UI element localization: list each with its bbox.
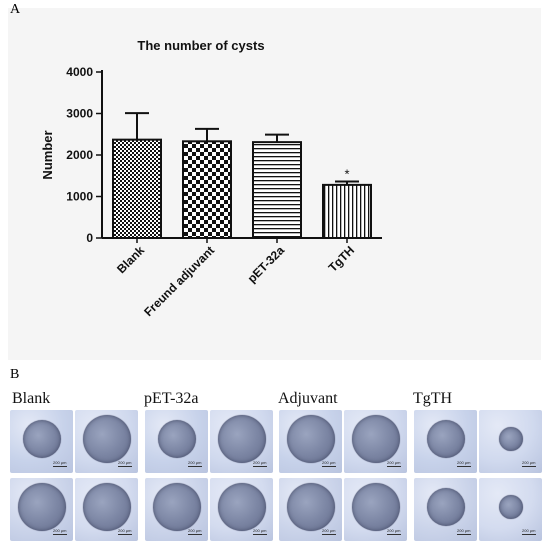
chart-title: The number of cysts <box>137 38 264 53</box>
micrograph-image: 200 μm <box>75 478 138 541</box>
scale-bar-label: 200 μm <box>118 528 132 533</box>
bar <box>112 138 162 240</box>
scale-bar-label: 200 μm <box>457 528 471 533</box>
scale-bar-label: 200 μm <box>322 460 336 465</box>
x-category-label: pET-32a <box>245 243 288 286</box>
cyst-sphere <box>351 414 400 463</box>
micrograph-image: 200 μm <box>344 478 407 541</box>
cyst-count-bar-chart: The number of cysts Number 0 1000 2000 3000… <box>40 38 382 319</box>
scale-bar <box>457 534 471 535</box>
scale-bar-label: 200 μm <box>522 528 536 533</box>
scale-bar <box>387 466 401 467</box>
micrograph-image: 200 μm <box>279 410 342 473</box>
cyst-sphere <box>498 494 523 519</box>
micrograph-image: 200 μm <box>279 478 342 541</box>
scale-bar-label: 200 μm <box>118 460 132 465</box>
scale-bar <box>322 534 336 535</box>
micrograph-image: 200 μm <box>210 410 273 473</box>
y-tick-label: 2000 <box>66 148 93 162</box>
y-tick-label: 0 <box>86 231 93 245</box>
y-axis-title: Number <box>40 130 55 179</box>
scale-bar <box>188 466 202 467</box>
cyst-sphere <box>426 487 465 526</box>
cyst-sphere <box>157 419 196 458</box>
micrograph-image: 200 μm <box>210 478 273 541</box>
scale-bar <box>118 534 132 535</box>
y-tick-label: 4000 <box>66 65 93 79</box>
scale-bar-label: 200 μm <box>53 528 67 533</box>
y-tick-label: 1000 <box>66 190 93 204</box>
scale-bar <box>522 466 536 467</box>
scale-bar-label: 200 μm <box>387 460 401 465</box>
cyst-sphere <box>217 414 266 463</box>
scale-bar-label: 200 μm <box>253 528 267 533</box>
cyst-sphere <box>22 419 61 458</box>
scale-bar-label: 200 μm <box>188 460 202 465</box>
cyst-sphere <box>286 414 335 463</box>
scale-bar <box>253 534 267 535</box>
micrograph-image: 200 μm <box>414 478 477 541</box>
cyst-sphere <box>82 414 131 463</box>
scale-bar-label: 200 μm <box>387 528 401 533</box>
scale-bar-label: 200 μm <box>522 460 536 465</box>
scale-bar-label: 200 μm <box>53 460 67 465</box>
bar <box>322 183 372 240</box>
scale-bar <box>322 466 336 467</box>
scale-bar <box>387 534 401 535</box>
bar <box>182 140 232 239</box>
x-category-label: TgTH <box>326 243 358 275</box>
micrograph-image: 200 μm <box>10 478 73 541</box>
significance-marker: * <box>344 167 349 182</box>
cyst-sphere <box>17 482 66 531</box>
cyst-sphere <box>498 426 523 451</box>
chart-bars: * <box>112 112 372 240</box>
y-tick-label: 3000 <box>66 107 93 121</box>
bar <box>252 141 302 239</box>
micrograph-group-label-tgth: TgTH <box>413 390 453 407</box>
scale-bar-label: 200 μm <box>457 460 471 465</box>
x-category-label: Freund adjuvant <box>141 243 217 319</box>
micrograph-group-label-pet32a: pET-32a <box>144 390 199 407</box>
scale-bar <box>53 466 67 467</box>
scale-bar <box>188 534 202 535</box>
scale-bar <box>118 466 132 467</box>
scale-bar <box>522 534 536 535</box>
micrograph-image: 200 μm <box>145 410 208 473</box>
scale-bar-label: 200 μm <box>322 528 336 533</box>
micrograph-group-label-blank: Blank <box>12 390 51 407</box>
cyst-sphere <box>286 482 335 531</box>
micrograph-image: 200 μm <box>75 410 138 473</box>
scale-bar <box>457 466 471 467</box>
micrograph-image: 200 μm <box>10 410 73 473</box>
cyst-sphere <box>426 419 465 458</box>
scale-bar <box>53 534 67 535</box>
cyst-sphere <box>152 482 201 531</box>
x-category-label: Blank <box>114 243 147 276</box>
micrograph-group-label-adjuvant: Adjuvant <box>278 390 338 407</box>
scale-bar <box>253 466 267 467</box>
cyst-sphere <box>82 482 131 531</box>
micrograph-grid: 200 μm 200 μm 200 μm 200 μm 200 μm 200 μm 200 … <box>10 410 542 545</box>
micrograph-image: 200 μm <box>414 410 477 473</box>
micrograph-image: 200 μm <box>479 410 542 473</box>
scale-bar-label: 200 μm <box>188 528 202 533</box>
micrograph-image: 200 μm <box>145 478 208 541</box>
micrograph-image: 200 μm <box>344 410 407 473</box>
cyst-sphere <box>351 482 400 531</box>
scale-bar-label: 200 μm <box>253 460 267 465</box>
panel-a-label: A <box>10 2 21 17</box>
panel-b-label: B <box>10 367 20 382</box>
cyst-sphere <box>217 482 266 531</box>
micrograph-image: 200 μm <box>479 478 542 541</box>
